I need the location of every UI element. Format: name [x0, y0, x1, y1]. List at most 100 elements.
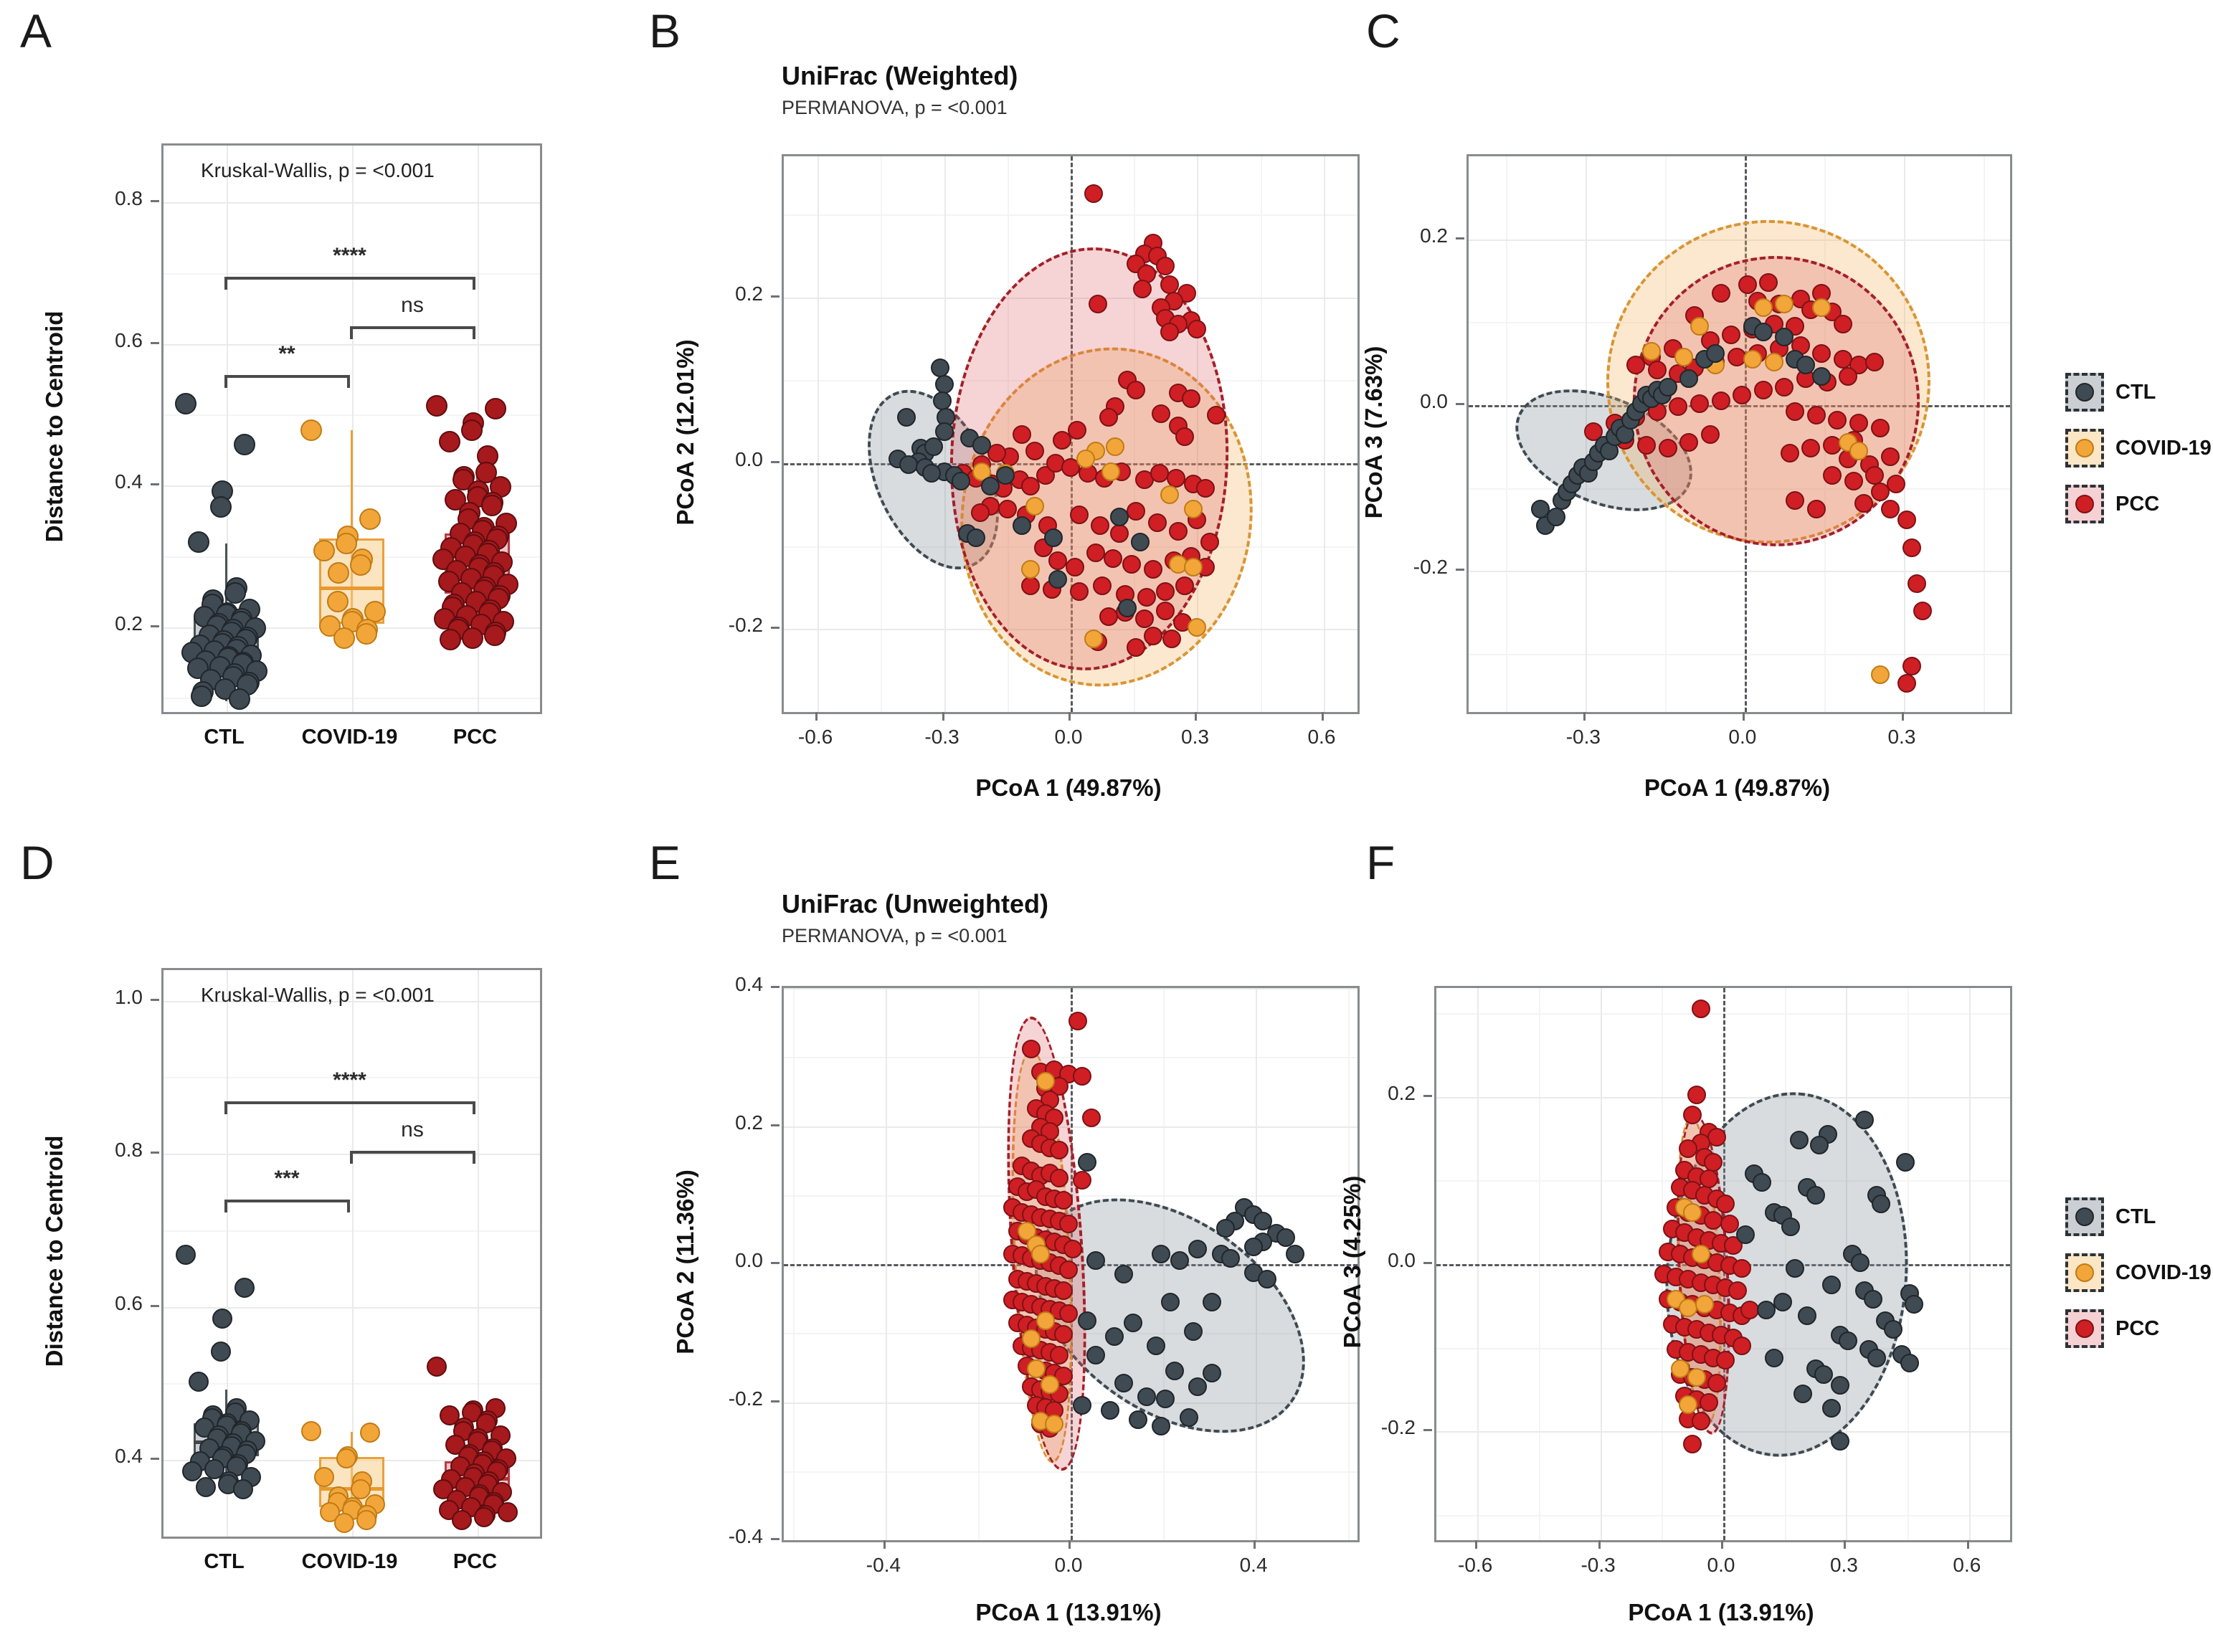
- scatter-point-pcc: [1067, 420, 1086, 440]
- scatter-point-covid-19: [1849, 441, 1869, 460]
- gridline-major-v: [818, 156, 820, 712]
- boxplot-point-pcc: [439, 430, 461, 452]
- boxplot-point-ctl: [210, 495, 232, 518]
- x-tickmark: [883, 1540, 886, 1549]
- scatter-point-pcc: [1691, 1000, 1710, 1019]
- legend-key-cov: [2065, 1253, 2104, 1292]
- scatter-point-pcc: [1812, 344, 1831, 364]
- bracket-right-cap: [346, 375, 350, 388]
- legend-row-pcc[interactable]: PCC: [2065, 1309, 2159, 1348]
- legend-row-ctl[interactable]: CTL: [2065, 373, 2156, 412]
- scatter-point-ctl: [1822, 1398, 1842, 1418]
- y-tickmark: [151, 1304, 159, 1307]
- bracket-left-cap: [224, 1101, 227, 1114]
- scatter-point-ctl: [1128, 1410, 1147, 1429]
- scatter-point-pcc: [1099, 607, 1118, 626]
- scatter-point-pcc: [1133, 280, 1152, 299]
- scatter-point-ctl: [1658, 377, 1677, 397]
- scatter-point-pcc: [1169, 521, 1188, 541]
- gridline-major-h: [1469, 239, 2010, 241]
- panel-letter-C: C: [1366, 4, 1401, 57]
- scatter-point-ctl: [1796, 356, 1816, 375]
- scatter-point-pcc: [1740, 1301, 1760, 1320]
- scatter-point-pcc: [1833, 314, 1852, 333]
- scatter-point-pcc: [1152, 404, 1171, 423]
- scatter-point-ctl: [1789, 1131, 1809, 1150]
- category-label-ctl: CTL: [204, 1550, 245, 1573]
- panel-letter-A: A: [20, 4, 52, 57]
- y-tick-label: -0.4: [728, 1525, 763, 1547]
- scatter-point-ctl: [995, 466, 1015, 485]
- scatter-point-covid-19: [1753, 298, 1773, 317]
- boxplot-point-covid-19: [364, 600, 387, 622]
- scatter-point-pcc: [1058, 1304, 1078, 1324]
- gridline-major-v: [351, 970, 354, 1537]
- legend-dot-pcc: [2075, 1319, 2094, 1338]
- significance-label: ns: [401, 1118, 424, 1141]
- boxplot-point-ctl: [233, 1478, 254, 1499]
- kruskal-wallis-text: Kruskal-Wallis, p = <0.001: [201, 984, 435, 1006]
- bracket-bar: [224, 1101, 475, 1104]
- scatter-point-pcc: [1150, 463, 1169, 483]
- bracket-bar: [224, 375, 350, 378]
- y-tick-label: -0.2: [1380, 1416, 1416, 1439]
- gridline-minor-v: [1664, 156, 1667, 712]
- bracket-right-cap: [346, 1200, 350, 1212]
- boxplot-point-covid-19: [355, 623, 377, 645]
- scatter-point-pcc: [1733, 386, 1752, 405]
- x-axis-title: PCoA 1 (13.91%): [975, 1599, 1162, 1625]
- scatter-point-pcc: [1122, 555, 1142, 574]
- gridline-minor-v: [1983, 156, 1985, 712]
- scatter-point-ctl: [1109, 508, 1129, 527]
- y-tickmark: [771, 295, 779, 298]
- y-tickmark: [1423, 1262, 1432, 1264]
- scatter-point-pcc: [1084, 184, 1104, 204]
- scatter-point-ctl: [1044, 528, 1063, 548]
- scatter-point-ctl: [1188, 1239, 1208, 1258]
- boxplot-point-covid-19: [336, 1448, 357, 1469]
- scatter-point-covid-19: [1160, 485, 1180, 504]
- boxplot-point-ctl: [182, 1461, 203, 1482]
- scatter-point-pcc: [1897, 673, 1916, 693]
- scatter-point-pcc: [1700, 1169, 1718, 1188]
- scatter-point-covid-19: [1690, 317, 1709, 336]
- legend-row-covid-19[interactable]: COVID-19: [2065, 429, 2212, 467]
- scatter-point-pcc: [1913, 601, 1932, 620]
- scatter-point-covid-19: [1679, 1395, 1698, 1414]
- scatter-point-pcc: [1786, 402, 1805, 422]
- scatter-point-pcc: [1759, 272, 1778, 292]
- significance-label: **: [278, 342, 295, 366]
- y-tickmark: [771, 986, 779, 988]
- x-tickmark: [1721, 1540, 1723, 1549]
- panel-letter-F: F: [1366, 836, 1395, 889]
- scatter-point-pcc: [1715, 1351, 1735, 1370]
- scatter-point-ctl: [1736, 1225, 1755, 1245]
- scatter-point-pcc: [1063, 1239, 1083, 1258]
- y-tickmark: [771, 1124, 779, 1126]
- scatter-point-pcc: [1053, 430, 1072, 450]
- boxplot-point-ctl: [188, 531, 210, 553]
- x-tickmark: [1254, 1540, 1256, 1549]
- scatter-point-covid-19: [1695, 1295, 1715, 1314]
- scatter-point-ctl: [1872, 1195, 1890, 1213]
- scatter-point-ctl: [1863, 1290, 1882, 1309]
- kruskal-wallis-text: Kruskal-Wallis, p = <0.001: [201, 159, 435, 181]
- bracket-right-cap: [472, 1101, 475, 1114]
- scatter-point-pcc: [1089, 294, 1108, 313]
- boxplot-point-pcc: [480, 494, 503, 516]
- scatter-point-ctl: [1775, 328, 1794, 347]
- scatter-point-ctl: [1753, 1172, 1772, 1192]
- scatter-point-pcc: [1049, 1168, 1068, 1187]
- legend-label: CTL: [2115, 380, 2156, 404]
- legend-row-covid-19[interactable]: COVID-19: [2065, 1253, 2212, 1292]
- scatter-point-ctl: [1077, 1311, 1096, 1330]
- scatter-point-covid-19: [1045, 1415, 1064, 1434]
- scatter-point-ctl: [1830, 1432, 1849, 1451]
- legend-row-ctl[interactable]: CTL: [2065, 1197, 2156, 1236]
- scatter-point-pcc: [1886, 474, 1905, 493]
- scatter-point-pcc: [1143, 560, 1162, 579]
- scatter-point-pcc: [1091, 516, 1110, 535]
- x-tickmark: [1598, 1540, 1601, 1549]
- legend-row-pcc[interactable]: PCC: [2065, 485, 2159, 523]
- scatter-point-covid-19: [1017, 1221, 1036, 1240]
